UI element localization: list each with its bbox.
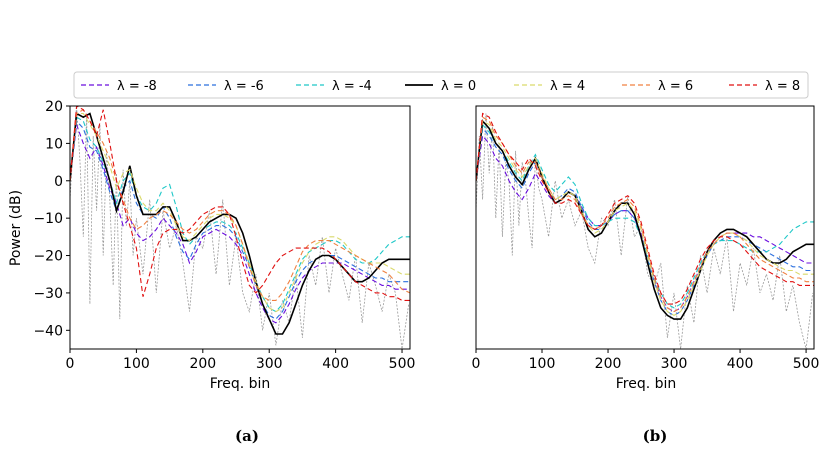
plot-area-frame-b bbox=[475, 105, 815, 350]
series-line-6-a bbox=[70, 108, 410, 301]
series-line--6-b bbox=[476, 127, 814, 317]
legend-label: λ = 6 bbox=[658, 79, 693, 94]
x-tick-label: 400 bbox=[322, 356, 349, 372]
plot-area-frame-a bbox=[69, 105, 411, 350]
x-tick-label: 500 bbox=[793, 356, 820, 372]
series-line-8-a bbox=[70, 106, 410, 301]
x-axis-label-b: Freq. bin bbox=[616, 376, 677, 392]
series-line-0-b bbox=[476, 119, 814, 320]
periodogram-line-a bbox=[70, 106, 410, 349]
series-line-0-a bbox=[70, 112, 410, 335]
x-tick-label: 200 bbox=[189, 356, 216, 372]
x-tick-label: 400 bbox=[727, 356, 754, 372]
legend-label: λ = -8 bbox=[117, 79, 157, 94]
y-tick-label: −20 bbox=[33, 249, 63, 265]
series-line--4-a bbox=[70, 116, 410, 313]
x-tick-label: 100 bbox=[123, 356, 150, 372]
series-line-4-b bbox=[476, 120, 814, 317]
panel-b: 0 100 200 300 400 500 Freq. bin (b) bbox=[472, 105, 820, 445]
legend-label: λ = -4 bbox=[332, 79, 372, 94]
x-tick-label: 0 bbox=[472, 356, 481, 372]
y-tick-label: −30 bbox=[33, 286, 63, 302]
x-tick-label: 0 bbox=[66, 356, 75, 372]
legend-frame bbox=[73, 71, 809, 99]
legend-label: λ = -6 bbox=[224, 79, 264, 94]
legend: λ = -8 λ = -6 λ = -4 λ = 0 λ = 4 λ = 6 λ = 8 bbox=[73, 71, 809, 99]
x-tick-label: 500 bbox=[389, 356, 416, 372]
x-tick-label: 300 bbox=[661, 356, 688, 372]
panel-caption-a: (a) bbox=[235, 427, 259, 445]
legend-label: λ = 0 bbox=[441, 79, 476, 94]
x-axis-label-a: Freq. bin bbox=[210, 376, 271, 392]
legend-label: λ = 4 bbox=[550, 79, 585, 94]
series-line-6-b bbox=[476, 116, 814, 313]
x-tick-label: 300 bbox=[256, 356, 283, 372]
y-tick-label: −40 bbox=[33, 323, 63, 339]
series-line-8-b bbox=[476, 112, 814, 305]
x-tick-label: 200 bbox=[595, 356, 622, 372]
y-tick-label: 0 bbox=[54, 174, 63, 190]
series-line--8-a bbox=[70, 124, 410, 324]
series-line--4-b bbox=[476, 123, 814, 309]
x-tick-label: 100 bbox=[529, 356, 556, 372]
periodogram-line-b bbox=[476, 113, 814, 349]
y-tick-label: −10 bbox=[33, 211, 63, 227]
y-tick-label: 10 bbox=[45, 136, 63, 152]
y-axis-label-a: Power (dB) bbox=[8, 190, 24, 266]
legend-label: λ = 8 bbox=[765, 79, 800, 94]
series-line--6-a bbox=[70, 119, 410, 320]
y-tick-label: 20 bbox=[45, 99, 63, 115]
panel-caption-b: (b) bbox=[643, 427, 668, 445]
